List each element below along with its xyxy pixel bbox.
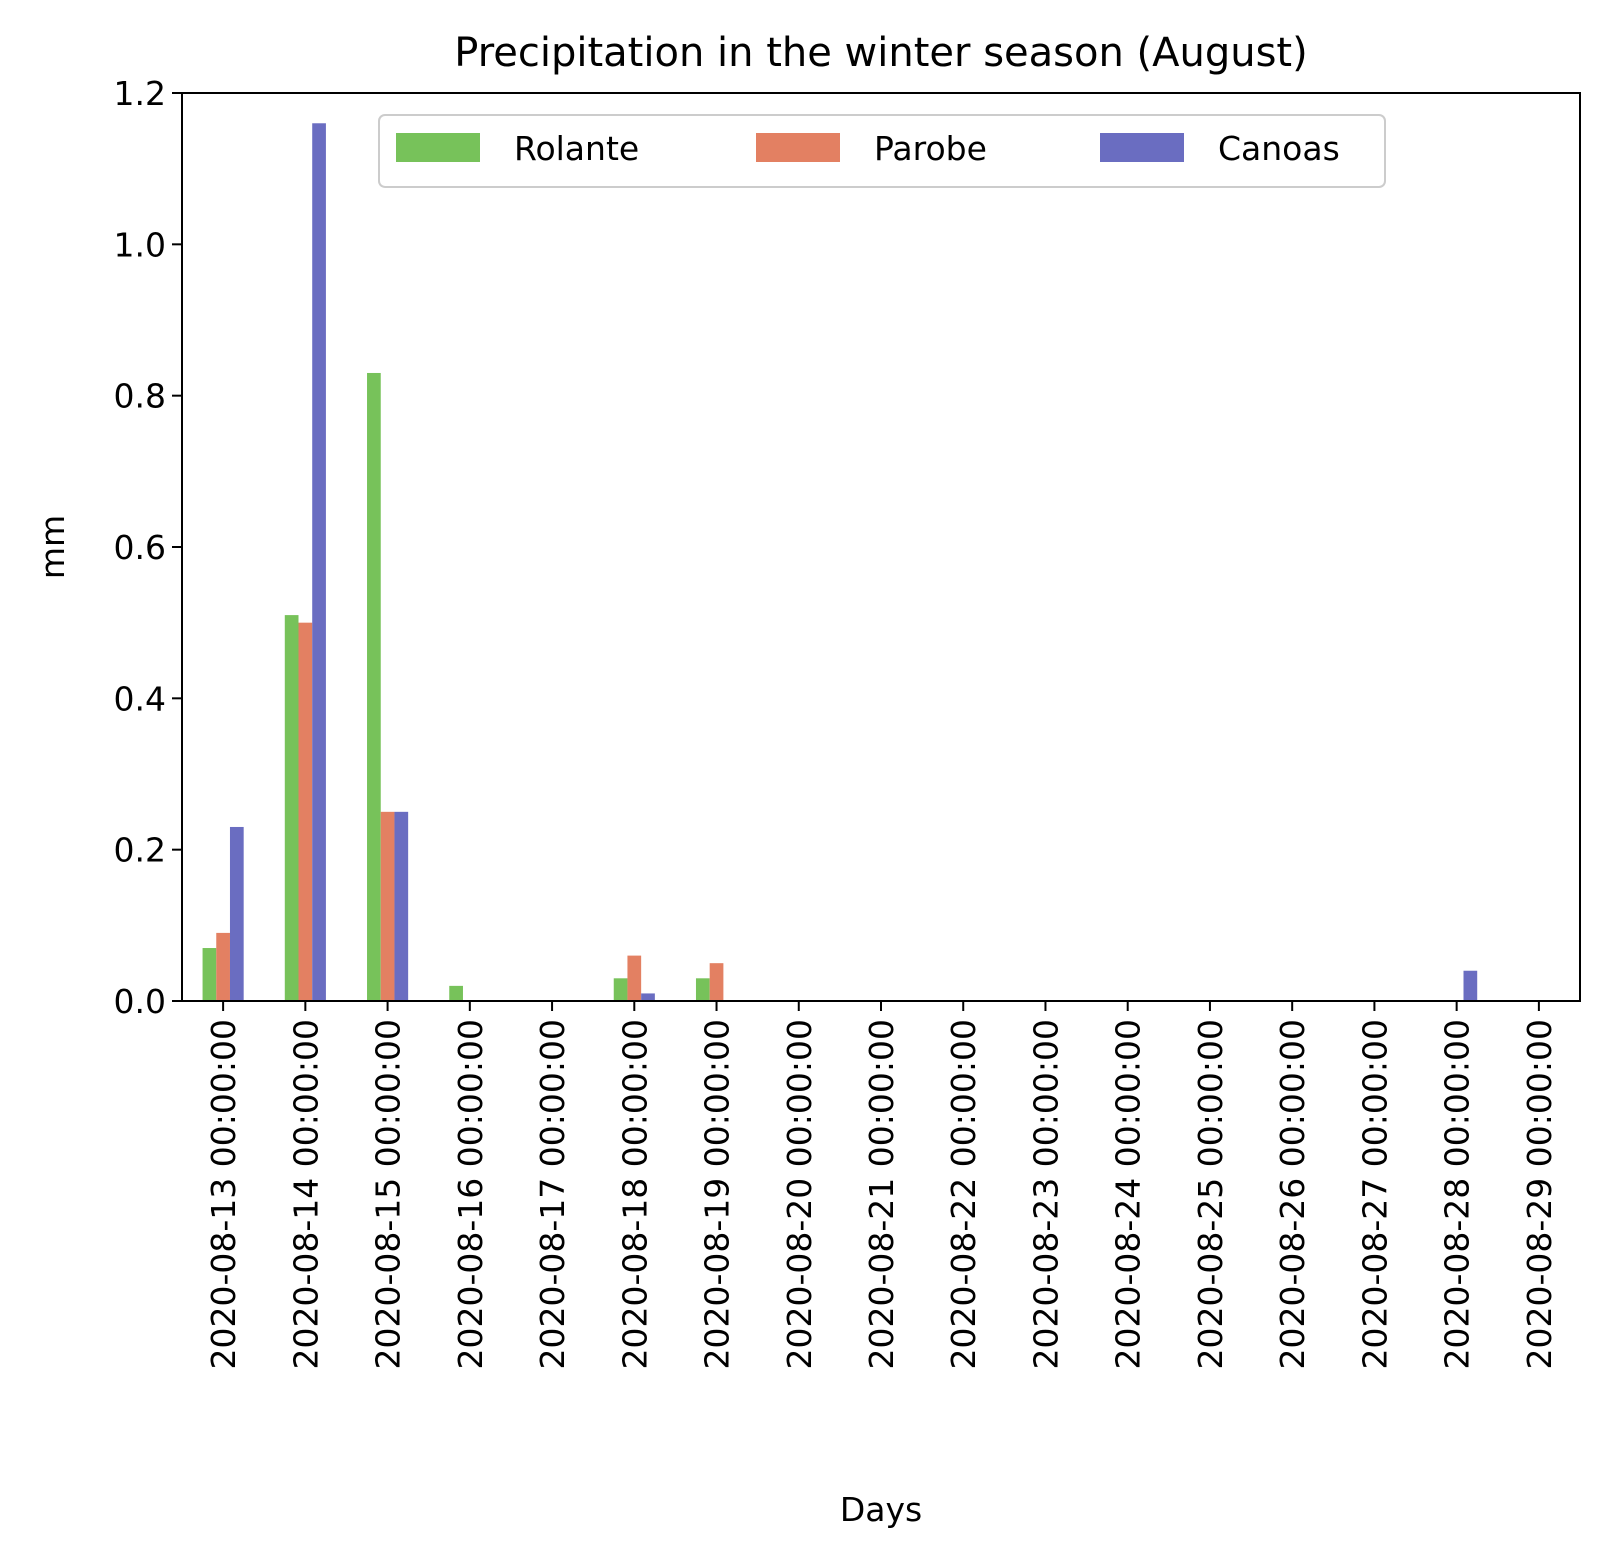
x-tick-label: 2020-08-20 00:00:00	[780, 1019, 819, 1369]
bar-canoas-2	[394, 811, 409, 1001]
bar-canoas-15	[1463, 970, 1478, 1001]
y-axis-ticks: 0.0 0.2 0.4 0.6 0.8 1.0 1.2	[114, 74, 182, 1021]
bar-canoas-0	[229, 826, 244, 1001]
y-tick-label: 0.6	[114, 528, 166, 567]
legend-label-rolante: Rolante	[514, 129, 639, 168]
legend-swatch-canoas	[1100, 133, 1184, 162]
x-tick-label: 2020-08-25 00:00:00	[1191, 1019, 1230, 1369]
x-tick-label: 2020-08-16 00:00:00	[451, 1019, 490, 1369]
bar-parobe-5	[627, 955, 642, 1001]
y-axis-label: mm	[33, 515, 72, 579]
x-tick-label: 2020-08-26 00:00:00	[1273, 1019, 1312, 1369]
y-tick-label: 1.2	[114, 74, 166, 113]
x-tick-label: 2020-08-24 00:00:00	[1109, 1019, 1148, 1369]
legend-swatch-rolante	[396, 133, 480, 162]
bar-rolante-3	[449, 985, 463, 1001]
bar-rolante-0	[202, 948, 217, 1001]
bar-rolante-2	[367, 372, 381, 1002]
x-tick-label: 2020-08-17 00:00:00	[533, 1019, 572, 1369]
x-tick-label: 2020-08-15 00:00:00	[369, 1019, 408, 1369]
bar-canoas-1	[312, 123, 326, 1001]
legend-swatch-parobe	[756, 133, 840, 162]
bar-parobe-1	[298, 622, 313, 1001]
x-tick-label: 2020-08-23 00:00:00	[1026, 1019, 1065, 1369]
bar-parobe-2	[380, 811, 395, 1001]
x-tick-label: 2020-08-13 00:00:00	[204, 1019, 243, 1369]
chart-title: Precipitation in the winter season (Augu…	[454, 30, 1307, 76]
x-tick-label: 2020-08-29 00:00:00	[1520, 1019, 1559, 1369]
y-tick-label: 0.8	[114, 377, 166, 416]
y-tick-label: 1.0	[114, 225, 166, 264]
bar-canoas-5	[641, 993, 655, 1001]
x-tick-label: 2020-08-28 00:00:00	[1438, 1019, 1477, 1369]
x-tick-label: 2020-08-18 00:00:00	[615, 1019, 654, 1369]
x-tick-label: 2020-08-27 00:00:00	[1355, 1019, 1394, 1369]
bars-layer	[202, 123, 1478, 1002]
legend: Rolante Parobe Canoas	[378, 114, 1386, 188]
x-tick-label: 2020-08-21 00:00:00	[862, 1019, 901, 1369]
y-tick-label: 0.2	[114, 831, 166, 870]
y-tick-label: 0.0	[114, 982, 166, 1021]
bar-rolante-5	[613, 978, 628, 1001]
x-axis-label: Days	[840, 1490, 922, 1529]
legend-label-parobe: Parobe	[874, 129, 987, 168]
x-axis-ticks: 2020-08-13 00:00:00 2020-08-14 00:00:00 20…	[204, 1001, 1559, 1369]
bar-parobe-6	[709, 963, 724, 1001]
x-tick-label: 2020-08-22 00:00:00	[944, 1019, 983, 1369]
y-tick-label: 0.4	[114, 679, 166, 718]
bar-parobe-0	[216, 932, 230, 1001]
bar-rolante-1	[284, 615, 299, 1001]
legend-label-canoas: Canoas	[1218, 129, 1340, 168]
x-tick-label: 2020-08-14 00:00:00	[286, 1019, 325, 1369]
bar-rolante-6	[695, 978, 710, 1001]
x-tick-label: 2020-08-19 00:00:00	[698, 1019, 737, 1369]
